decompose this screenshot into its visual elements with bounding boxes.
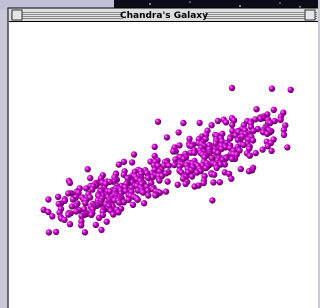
star-sphere (45, 196, 51, 202)
star-sphere (259, 146, 265, 152)
star-sphere (87, 175, 93, 181)
star-sphere (253, 150, 259, 156)
star-sphere (247, 153, 253, 159)
star-sphere (55, 194, 61, 200)
star-sphere (215, 118, 221, 124)
star-sphere (191, 150, 197, 156)
star-sphere (110, 211, 116, 217)
window-title: Chandra's Galaxy (120, 11, 208, 21)
star-sphere (85, 166, 91, 172)
star-sphere (156, 177, 162, 183)
star-sphere (93, 222, 99, 228)
star-sphere (88, 212, 94, 218)
star-sphere (65, 190, 71, 196)
star-sphere (49, 213, 55, 219)
star-sphere (211, 172, 217, 178)
star-sphere (61, 217, 67, 223)
star-sphere (67, 180, 73, 186)
star-sphere (96, 215, 102, 221)
star-sphere (73, 208, 79, 214)
star-sphere (141, 200, 147, 206)
star-sphere (175, 129, 181, 135)
star-sphere (229, 122, 235, 128)
star-sphere (129, 159, 135, 165)
star-sphere (189, 173, 195, 179)
star-sphere (175, 182, 181, 188)
star-sphere (116, 199, 122, 205)
star-sphere (250, 137, 256, 143)
star-sphere (182, 181, 188, 187)
star-sphere (166, 162, 172, 168)
star-sphere (271, 107, 277, 113)
star-sphere (269, 86, 275, 92)
star-sphere (277, 117, 283, 123)
star-sphere (238, 166, 244, 172)
desktop: Chandra's Galaxy (0, 0, 318, 308)
star-sphere (82, 229, 88, 235)
star-sphere (223, 119, 229, 125)
star-sphere (288, 87, 294, 93)
star-sphere (268, 148, 274, 154)
star-sphere (170, 148, 176, 154)
zoom-box[interactable] (305, 10, 315, 20)
close-box[interactable] (12, 10, 22, 20)
star-sphere (130, 202, 136, 208)
star-sphere (214, 165, 220, 171)
star-sphere (208, 122, 214, 128)
star-sphere (98, 227, 104, 233)
star-sphere (135, 197, 141, 203)
star-sphere (196, 120, 202, 126)
star-sphere (210, 179, 216, 185)
star-sphere (284, 144, 290, 150)
star-sphere (46, 229, 52, 235)
star-sphere (53, 229, 59, 235)
star-sphere (65, 211, 71, 217)
star-sphere (246, 168, 252, 174)
star-sphere (217, 179, 223, 185)
star-sphere (209, 197, 215, 203)
star-sphere (69, 203, 75, 209)
star-sphere (191, 183, 197, 189)
star-sphere (78, 222, 84, 228)
star-sphere (180, 120, 186, 126)
star-sphere (116, 161, 122, 167)
star-sphere (229, 85, 235, 91)
star-sphere (145, 192, 151, 198)
star-sphere (155, 119, 161, 125)
star-sphere (229, 156, 235, 162)
star-sphere (82, 200, 88, 206)
screen: Chandra's Galaxy (0, 0, 318, 308)
star-sphere (131, 151, 137, 157)
star-sphere (240, 142, 246, 148)
star-sphere (163, 188, 169, 194)
star-sphere (164, 178, 170, 184)
star-sphere (281, 132, 287, 138)
star-sphere (253, 106, 259, 112)
star-sphere (152, 192, 158, 198)
window: Chandra's Galaxy (8, 8, 318, 308)
star-sphere (83, 185, 89, 191)
star-sphere (228, 176, 234, 182)
star-sphere (152, 144, 158, 150)
star-sphere (164, 134, 170, 140)
star-sphere (104, 219, 110, 225)
star-sphere (67, 221, 73, 227)
star-sphere (264, 131, 270, 137)
